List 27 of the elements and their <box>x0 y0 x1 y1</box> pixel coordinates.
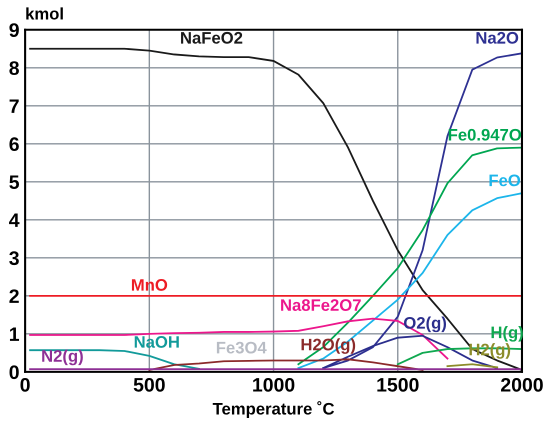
x-axis-title: Temperature ˚C <box>212 401 334 418</box>
x-tick-label: 1000 <box>253 378 294 392</box>
series-label: N2(g) <box>42 350 83 366</box>
y-tick-label: 5 <box>9 175 20 190</box>
x-tick-label: 1500 <box>377 378 419 392</box>
series-label: NaOH <box>134 336 179 348</box>
y-tick-label: 3 <box>9 251 19 266</box>
y-tick-label: 6 <box>9 137 19 152</box>
x-tick-label: 0 <box>20 378 30 392</box>
y-tick-label: 2 <box>9 289 19 303</box>
x-tick-label: 2000 <box>501 378 543 392</box>
y-tick-label: 0 <box>10 365 19 380</box>
y-tick-label: 1 <box>10 328 20 341</box>
series-label: Na8Fe2O7 <box>281 299 361 311</box>
y-tick-label: 7 <box>10 99 19 113</box>
series-label: O2(g) <box>404 316 446 332</box>
series-label: NaFeO2 <box>181 32 242 44</box>
y-axis-title: kmol <box>26 7 63 20</box>
series-label: Fe0.947O <box>448 128 522 141</box>
series-label: Na2O <box>476 32 518 44</box>
legend-label: Fe3O4 <box>216 342 267 354</box>
y-tick-label: 8 <box>9 61 19 75</box>
y-tick-label: 4 <box>9 213 20 227</box>
x-tick-label: 500 <box>134 378 165 392</box>
series-label: MnO <box>132 279 168 291</box>
y-tick-label: 9 <box>9 23 19 37</box>
series-label: FeO <box>489 174 520 186</box>
